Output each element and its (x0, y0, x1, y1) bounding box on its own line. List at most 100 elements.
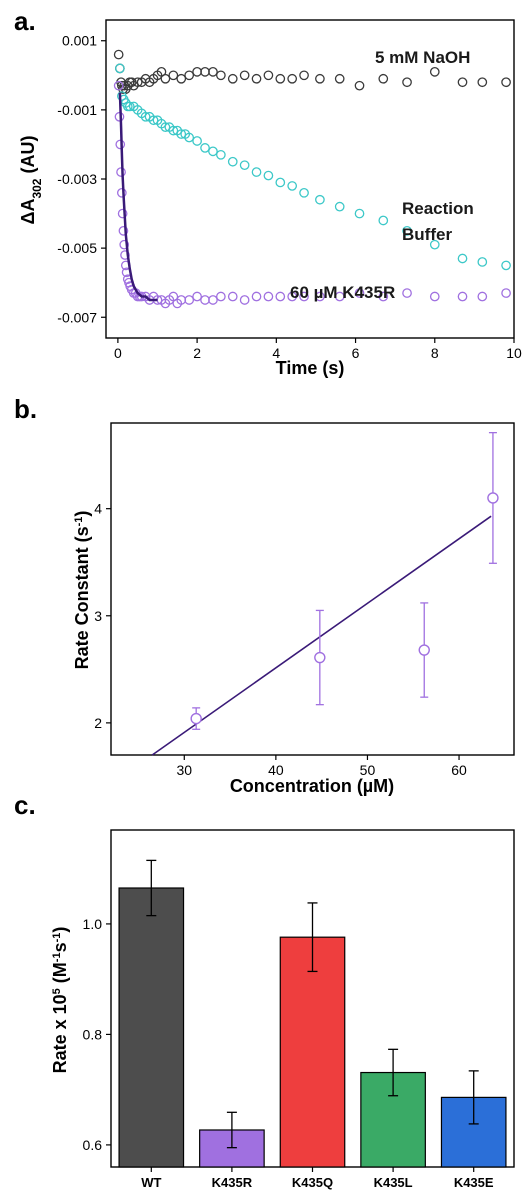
naoh-point (402, 77, 412, 88)
category-label: K435Q (292, 1175, 333, 1190)
reaction-buffer-point (501, 260, 511, 271)
y-tick-label: -0.001 (57, 102, 97, 118)
naoh-point (457, 77, 468, 88)
panel-b-ylabel: Rate Constant (s-1) (72, 511, 92, 670)
naoh-point (354, 80, 365, 91)
k435r-point (477, 291, 488, 302)
category-label: K435R (212, 1175, 253, 1190)
reaction-buffer-point (208, 146, 218, 157)
y-tick-label: 4 (94, 501, 102, 517)
reaction-buffer-point (457, 253, 468, 264)
category-label: K435E (454, 1175, 494, 1190)
reaction-buffer-point (227, 156, 238, 167)
k435r-point (429, 291, 440, 302)
bar-wt (118, 887, 185, 1168)
reaction-buffer-point (275, 177, 286, 188)
y-tick-label: 0.001 (62, 33, 97, 49)
reaction-buffer-point (429, 239, 440, 250)
reaction-buffer-point (251, 167, 262, 177)
panel-b-frame (110, 422, 515, 756)
k435r-point (119, 239, 130, 250)
k435r-point (120, 250, 130, 260)
k435r-point (192, 291, 202, 302)
x-tick-label: 8 (431, 345, 439, 361)
reaction-buffer-point (315, 194, 325, 205)
k435r-point (354, 288, 365, 298)
data-point (190, 712, 202, 725)
data-point (418, 644, 430, 656)
y-tick-label: 3 (94, 608, 102, 624)
naoh-point (378, 73, 389, 84)
reaction-buffer-point (124, 101, 135, 112)
x-tick-label: 10 (506, 345, 522, 361)
k435r-point (378, 291, 389, 302)
y-tick-label: 0.6 (83, 1137, 103, 1153)
k435r-point (263, 291, 274, 302)
reaction-buffer-point (200, 143, 210, 153)
reaction-buffer-point (115, 63, 125, 74)
y-tick-label: -0.005 (57, 240, 97, 256)
panel-a: a. 0 2 4 6 8 10 -0.007 -0.005 -0.003 -0.001 0.001… (14, 6, 522, 378)
k435r-point (275, 291, 286, 302)
k435r-point (334, 291, 345, 302)
x-tick-label: 4 (272, 345, 280, 361)
k435r-point (457, 291, 468, 302)
k435r-point (402, 288, 412, 298)
k435r-point (184, 295, 195, 305)
k435r-point (116, 187, 127, 198)
k435r-point (501, 288, 511, 298)
reaction-buffer-point (299, 187, 309, 198)
annotation-naoh: 5 mM NaOH (375, 48, 470, 67)
k435r-point (117, 208, 128, 219)
naoh-point (176, 73, 187, 84)
naoh-point (192, 66, 202, 77)
naoh-point (251, 73, 262, 84)
k435r-point (208, 295, 218, 305)
reaction-buffer-point (148, 115, 159, 126)
naoh-point (477, 77, 488, 88)
panel-b-label: b. (14, 394, 37, 424)
x-tick-label: 6 (352, 345, 360, 361)
reaction-buffer-point (334, 201, 345, 212)
k435r-point (118, 225, 129, 236)
reaction-buffer-point (184, 132, 195, 143)
naoh-point (200, 66, 210, 77)
k435r-point (287, 291, 298, 302)
reaction-buffer-point (354, 208, 365, 219)
naoh-point (113, 49, 124, 60)
panel-a-ylabel: ΔA302 (AU) (18, 136, 44, 225)
k435r-point (299, 291, 309, 302)
naoh-point (287, 73, 298, 84)
naoh-point (429, 66, 440, 77)
k435r-fit-curve (118, 92, 158, 302)
panel-b-xlabel: Concentration (µM) (230, 776, 394, 796)
k435r-point (239, 295, 250, 305)
k435r-point (216, 291, 226, 302)
reaction-buffer-point (160, 122, 171, 133)
naoh-point (275, 73, 286, 84)
panel-b: b. 30 40 50 60 2 3 4 Concentration (µM) Rate … (14, 394, 515, 796)
k435r-point (113, 80, 124, 91)
y-tick-label: -0.003 (57, 171, 97, 187)
k435r-point (116, 167, 126, 177)
naoh-point (132, 77, 143, 88)
bar-k435q (279, 936, 346, 1168)
k435r-point (251, 291, 262, 302)
annotation-k435r: 60 µM K435R (290, 283, 395, 302)
naoh-point (168, 70, 179, 81)
reaction-buffer-point (192, 136, 202, 146)
naoh-point (208, 66, 218, 77)
category-label: WT (141, 1175, 161, 1190)
data-point (487, 492, 499, 504)
x-tick-label: 50 (360, 762, 376, 778)
k435r-point (200, 295, 210, 305)
reaction-buffer-point (287, 181, 298, 191)
reaction-buffer-point (378, 215, 389, 226)
data-point (314, 651, 326, 664)
naoh-point (501, 77, 511, 88)
x-tick-label: 60 (451, 762, 467, 778)
naoh-point (263, 70, 274, 81)
reaction-buffer-point (402, 225, 412, 236)
panel-c: c. 0.6 0.8 1.0 WT K435R K435Q K435L K435E Rate… (14, 790, 515, 1190)
